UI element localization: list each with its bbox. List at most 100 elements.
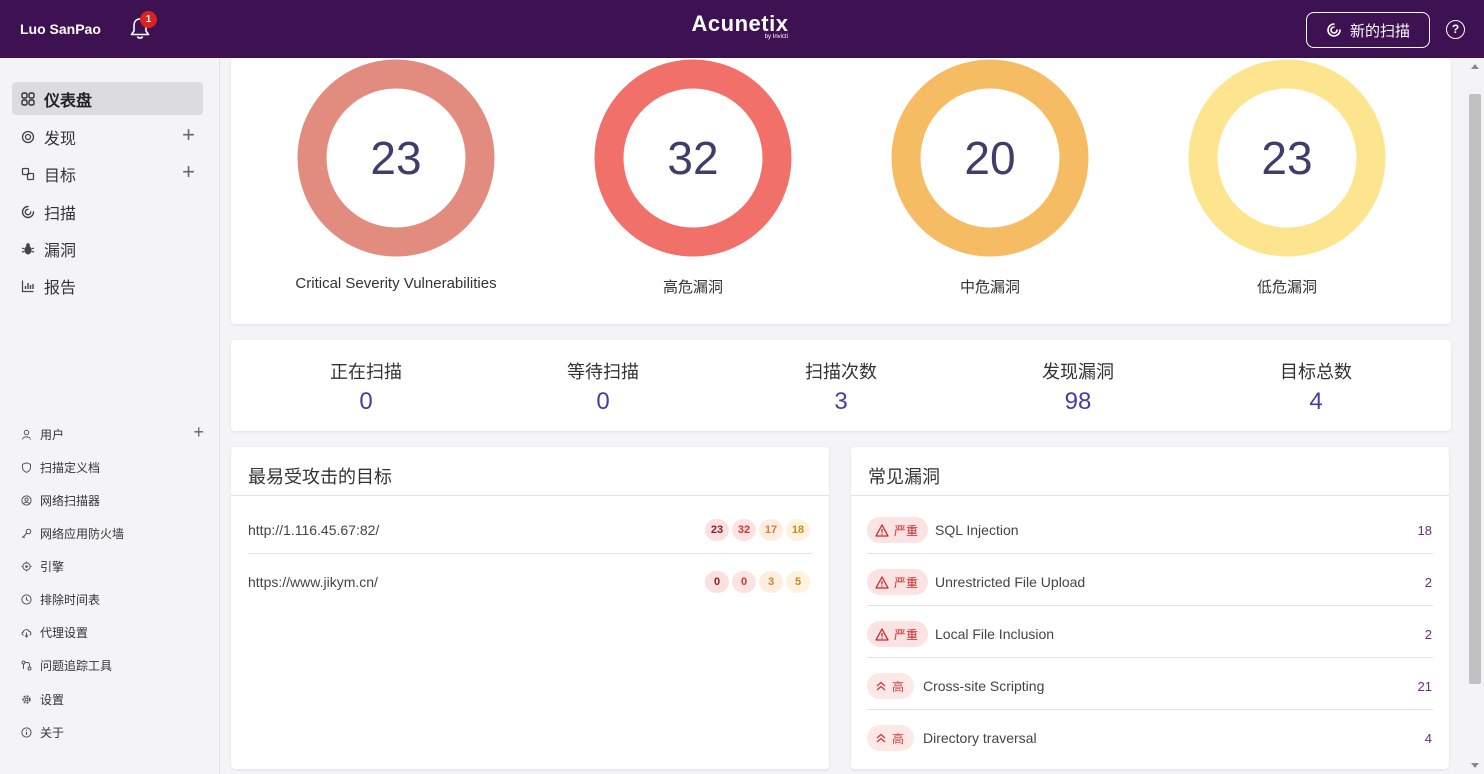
row-separator — [867, 605, 1433, 606]
shield-icon — [20, 461, 32, 473]
sidebar-item-proxy[interactable]: 代理设置 — [20, 622, 200, 642]
dashboard-icon — [20, 91, 36, 107]
sidebar-item-settings[interactable]: 设置 — [20, 689, 200, 709]
sidebar-item-about[interactable]: 关于 — [20, 722, 200, 742]
add-user-icon[interactable]: + — [193, 422, 204, 442]
brand-sub: by Invicti — [764, 34, 788, 40]
new-scan-button[interactable]: 新的扫描 — [1306, 12, 1430, 48]
stat-label: 等待扫描 — [567, 362, 639, 382]
vuln-name[interactable]: Cross-site Scripting — [923, 678, 1045, 694]
sidebar-item-excluded-hours[interactable]: 排除时间表 — [20, 589, 200, 609]
stat-targets-total[interactable]: 目标总数 4 — [1216, 358, 1416, 416]
sidebar-item-network-scanner[interactable]: 网络扫描器 — [20, 490, 200, 510]
sidebar-item-users[interactable]: 用户 + — [20, 422, 204, 444]
top-bar: Luo SanPao 1 Acunetix by Invicti 新的扫描 ? — [0, 0, 1484, 58]
issue-tracker-icon — [20, 659, 32, 671]
stat-label: 扫描次数 — [805, 362, 877, 382]
severity-label: 严重 — [894, 627, 919, 642]
sidebar-item-issue-trackers[interactable]: 问题追踪工具 — [20, 655, 200, 675]
severity-tag: 严重 — [867, 621, 929, 647]
sidebar-item-scans[interactable]: 扫描 — [12, 195, 203, 228]
sidebar-item-label: 排除时间表 — [40, 592, 101, 607]
low-count-badge: 5 — [786, 571, 810, 593]
severity-tag: 严重 — [867, 569, 929, 595]
severity-tag: 高 — [867, 673, 915, 699]
critical-count-badge: 0 — [705, 571, 729, 593]
bug-icon — [20, 241, 36, 257]
divider — [851, 495, 1449, 496]
stat-label: 发现漏洞 — [1042, 362, 1114, 382]
vuln-name[interactable]: SQL Injection — [935, 522, 1019, 538]
vuln-name[interactable]: Directory traversal — [923, 730, 1037, 746]
high-ring — [594, 59, 792, 257]
user-icon — [20, 428, 32, 440]
sidebar-item-label: 问题追踪工具 — [40, 658, 113, 673]
high-label: 高危漏洞 — [662, 279, 723, 296]
stat-waiting-scans[interactable]: 等待扫描 0 — [503, 358, 703, 416]
targets-icon — [20, 166, 36, 182]
clock-icon — [20, 593, 32, 605]
sidebar-item-label: 引擎 — [40, 559, 65, 574]
brand-logo: Acunetix by Invicti — [680, 12, 800, 41]
notification-badge[interactable]: 1 — [140, 11, 157, 28]
scroll-up-icon[interactable] — [1471, 64, 1479, 69]
sidebar-item-label: 目标 — [44, 167, 77, 185]
critical-count: 23 — [370, 132, 422, 184]
medium-donut[interactable]: 20 — [890, 58, 1090, 258]
sidebar-item-discovery[interactable]: 发现 + — [12, 120, 203, 153]
stat-value: 0 — [359, 388, 373, 415]
sidebar-item-label: 报告 — [44, 279, 77, 297]
stat-value: 98 — [1064, 388, 1092, 415]
sidebar-item-label: 扫描 — [44, 205, 77, 223]
stat-running-scans[interactable]: 正在扫描 0 — [266, 358, 466, 416]
vuln-name[interactable]: Local File Inclusion — [935, 626, 1055, 642]
sidebar-item-label: 发现 — [44, 130, 77, 148]
sidebar-item-scan-types[interactable]: 扫描定义档 — [20, 457, 200, 477]
add-discovery-icon[interactable]: + — [182, 122, 195, 147]
row-separator — [248, 553, 812, 554]
sidebar-item-vulnerabilities[interactable]: 漏洞 — [12, 232, 203, 265]
sidebar-item-waf[interactable]: 网络应用防火墙 — [20, 523, 200, 543]
scrollbar[interactable] — [1466, 58, 1484, 774]
gear-icon — [20, 693, 32, 705]
severity-tag: 高 — [867, 725, 915, 751]
sidebar-item-targets[interactable]: 目标 + — [12, 157, 203, 190]
scrollbar-thumb[interactable] — [1469, 94, 1481, 684]
severity-summary-card: 23 Critical Severity Vulnerabilities 32 … — [231, 58, 1451, 324]
high-donut[interactable]: 32 — [593, 58, 793, 258]
sidebar-item-dashboard[interactable]: 仪表盘 — [12, 82, 203, 115]
stat-value: 4 — [1309, 388, 1323, 415]
scan-icon — [1327, 23, 1341, 37]
reports-icon — [20, 278, 36, 294]
critical-label: Critical Severity Vulnerabilities — [295, 275, 497, 292]
target-url[interactable]: http://1.116.45.67:82/ — [248, 522, 380, 538]
add-target-icon[interactable]: + — [182, 159, 195, 184]
scroll-down-icon[interactable] — [1471, 763, 1479, 768]
stat-vulnerabilities-found[interactable]: 发现漏洞 98 — [978, 358, 1178, 416]
sidebar-item-reports[interactable]: 报告 — [12, 269, 203, 302]
sidebar-item-label: 关于 — [40, 725, 65, 740]
sidebar-item-label: 漏洞 — [44, 242, 77, 260]
row-separator — [867, 553, 1433, 554]
medium-label: 中危漏洞 — [959, 279, 1020, 296]
scans-icon — [20, 204, 36, 220]
sidebar-item-label: 网络扫描器 — [40, 493, 101, 508]
medium-count-badge: 17 — [759, 519, 783, 541]
severity-label: 高 — [892, 679, 905, 694]
low-donut[interactable]: 23 — [1187, 58, 1387, 258]
top-targets-title: 最易受攻击的目标 — [248, 467, 392, 487]
critical-donut[interactable]: 23 — [296, 58, 496, 258]
double-chevron-up-icon — [876, 681, 886, 691]
help-icon[interactable]: ? — [1446, 20, 1465, 39]
sidebar-item-engines[interactable]: 引擎 — [20, 556, 200, 576]
user-name[interactable]: Luo SanPao — [20, 21, 101, 37]
critical-count-badge: 23 — [705, 519, 729, 541]
vuln-name[interactable]: Unrestricted File Upload — [935, 574, 1086, 590]
target-url[interactable]: https://www.jikym.cn/ — [248, 574, 378, 590]
discovery-icon — [20, 129, 36, 145]
warning-triangle-icon — [875, 523, 889, 537]
low-ring — [1188, 59, 1386, 257]
stat-scans-conducted[interactable]: 扫描次数 3 — [741, 358, 941, 416]
sidebar-item-label: 网络应用防火墙 — [40, 526, 125, 541]
stat-value: 0 — [596, 388, 610, 415]
